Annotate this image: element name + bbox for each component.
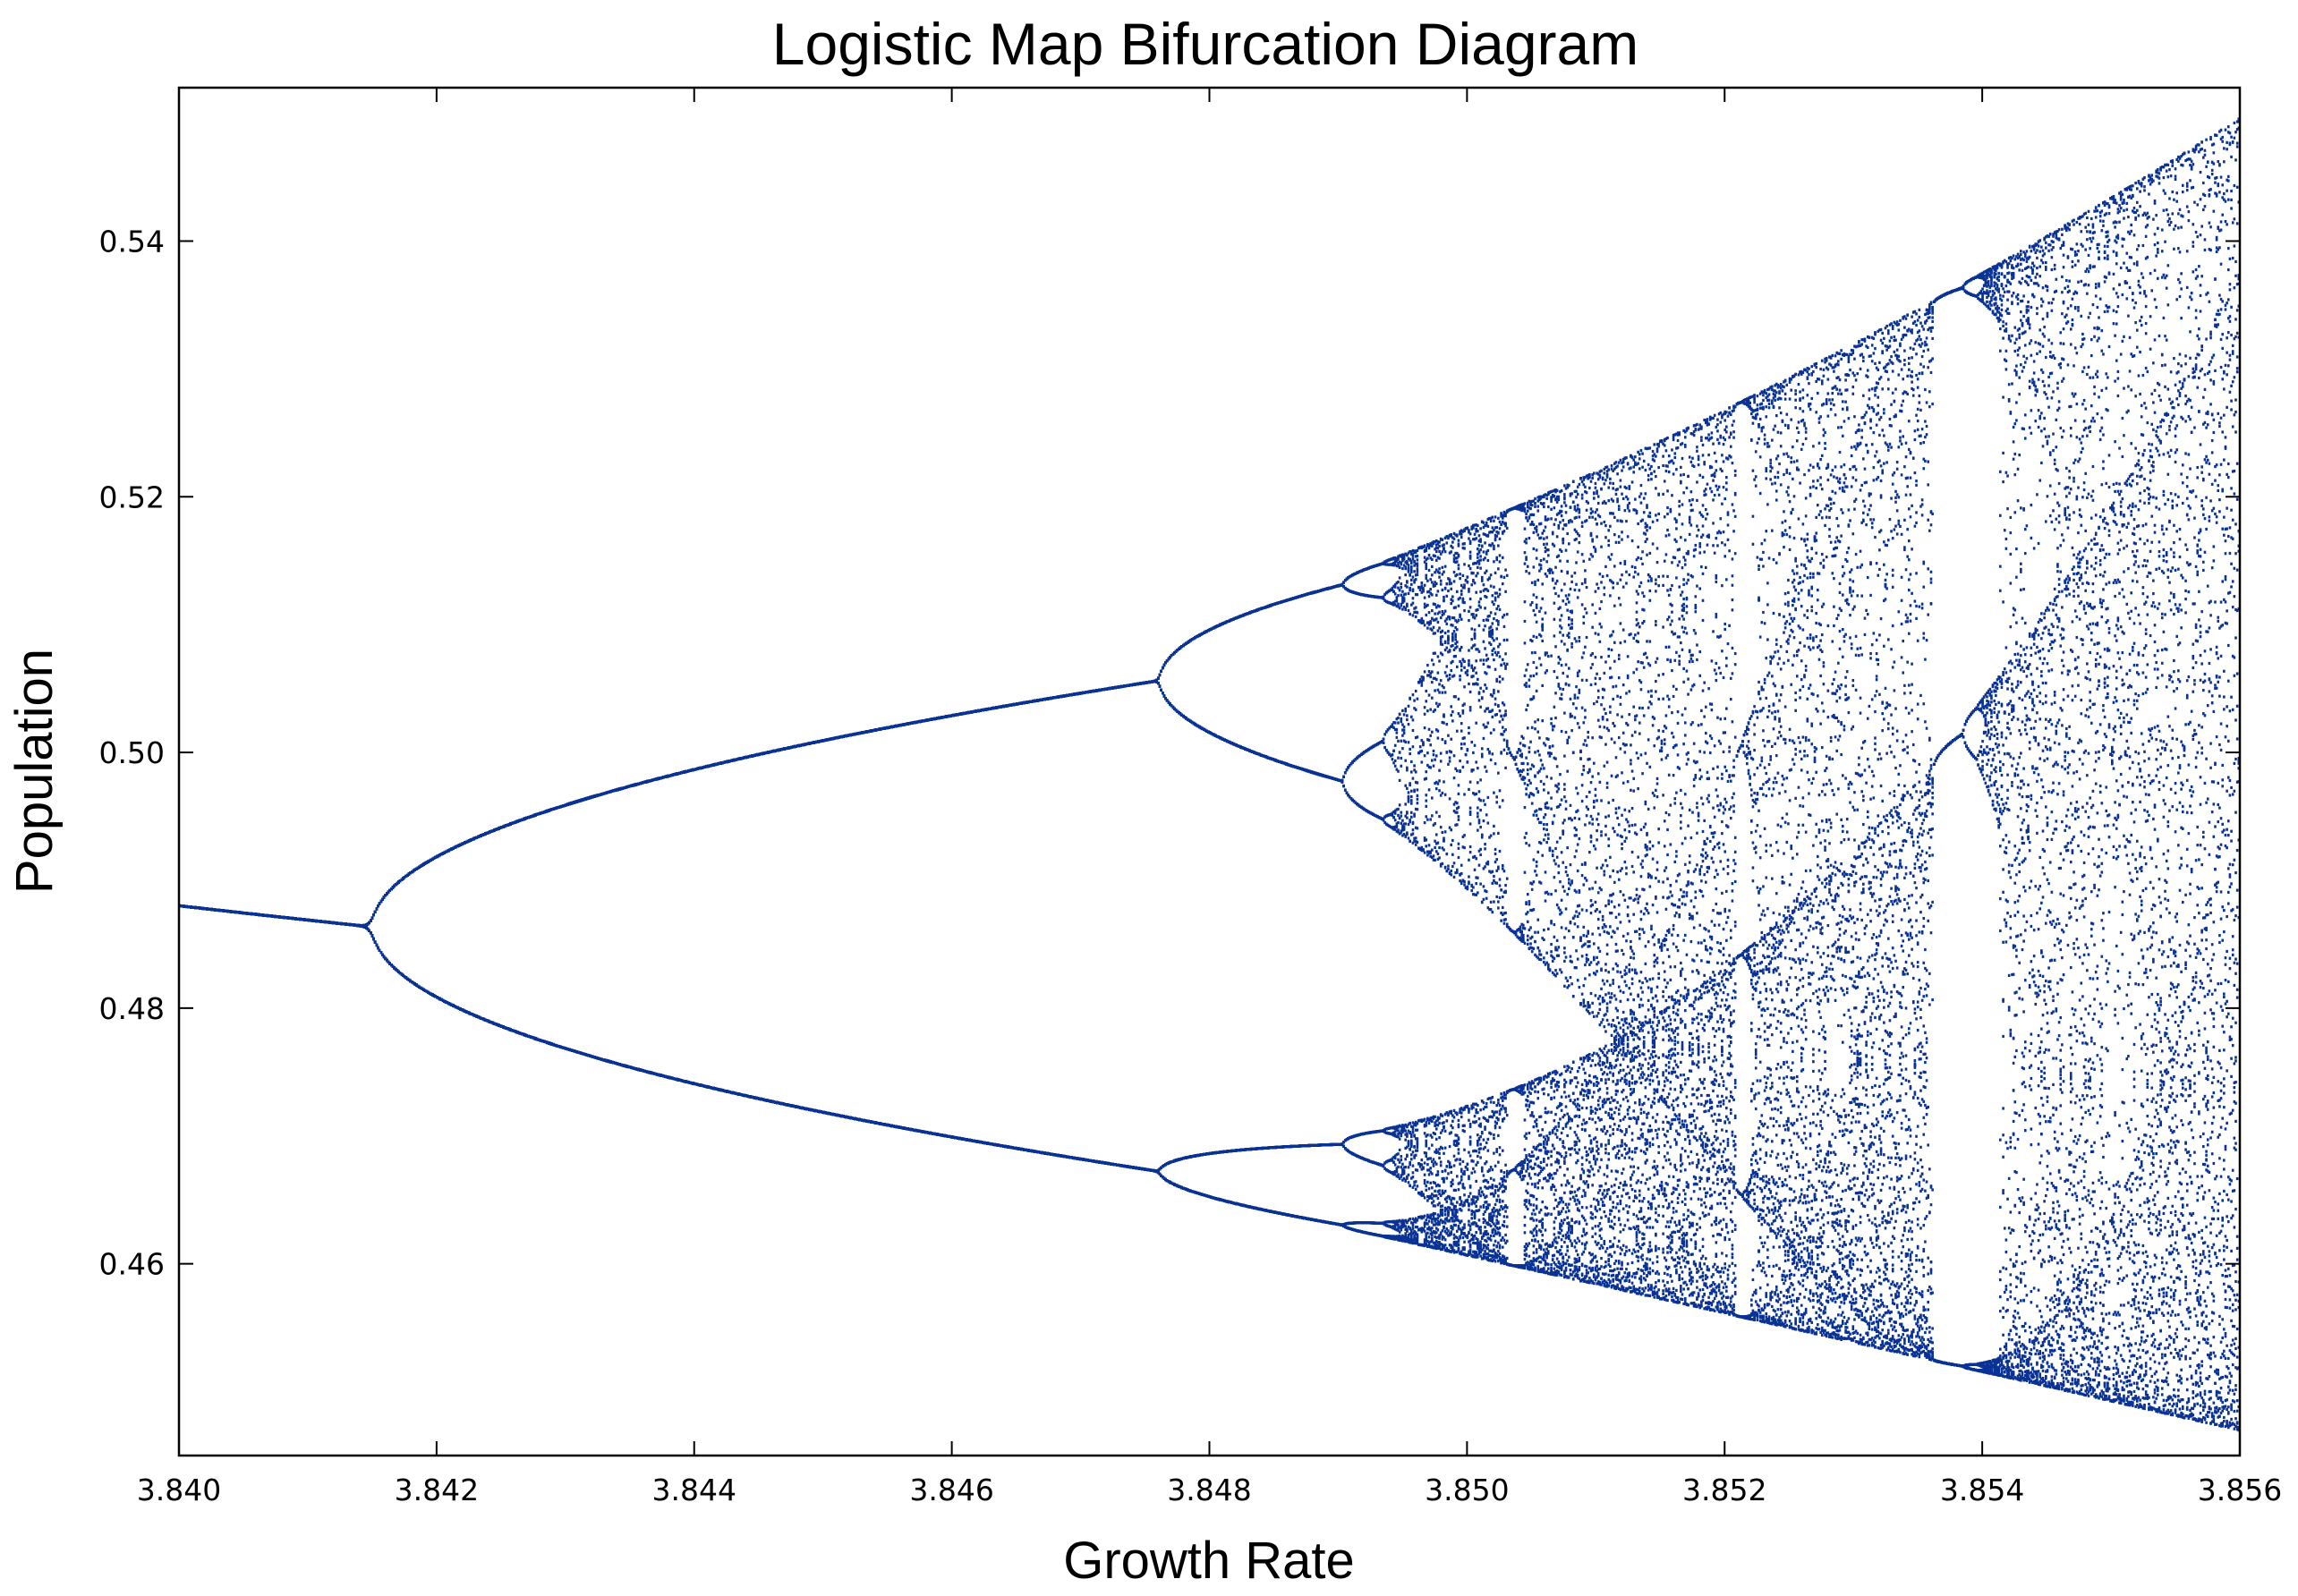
chart-title: Logistic Map Bifurcation Diagram bbox=[772, 11, 1638, 77]
